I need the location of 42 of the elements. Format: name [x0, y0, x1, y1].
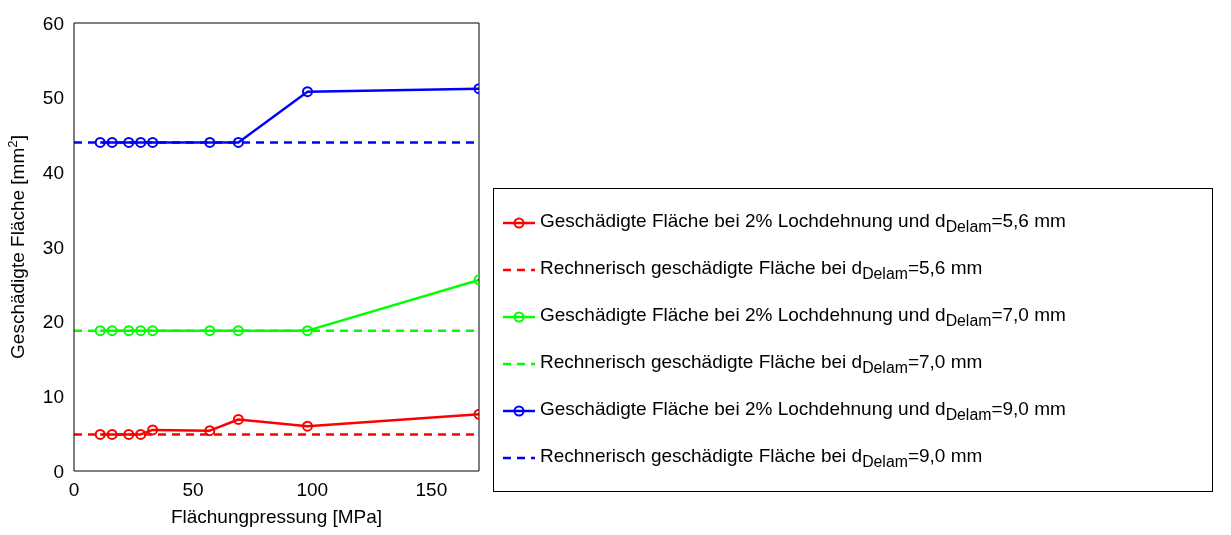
- point: [232, 136, 244, 148]
- point: [94, 325, 106, 337]
- point: [147, 325, 159, 337]
- point: [94, 428, 106, 440]
- y-tick-label: 60: [42, 12, 64, 34]
- legend-label: Rechnerisch geschädigte Fläche bei d$_{Delam}$=9,0 mm: [540, 444, 983, 471]
- point: [301, 420, 313, 432]
- point: [135, 136, 147, 148]
- point: [135, 325, 147, 337]
- point: [147, 424, 159, 436]
- x-tick-label: 150: [415, 479, 448, 501]
- x-axis-title: Flächungpressung [MPa]: [170, 506, 383, 527]
- y-tick-label: 20: [42, 311, 64, 333]
- point: [204, 325, 216, 337]
- point: [106, 325, 118, 337]
- y-tick-label: 0: [53, 460, 64, 482]
- point: [123, 136, 135, 148]
- x-tick-label: 100: [296, 479, 329, 501]
- point: [232, 413, 244, 425]
- point: [106, 428, 118, 440]
- point: [123, 428, 135, 440]
- legend-label: Rechnerisch geschädigte Fläche bei d$_{Delam}$=7,0 mm: [540, 350, 983, 377]
- y-tick-label: 30: [42, 236, 64, 258]
- legend-label: Geschädigte Fläche bei 2% Lochdehnung und d$_{Delam}$=9,0 mm: [540, 397, 1066, 424]
- point: [94, 136, 106, 148]
- point: [232, 325, 244, 337]
- point: [301, 325, 313, 337]
- legend-label: Geschädigte Fläche bei 2% Lochdehnung und d$_{Delam}$=5,6 mm: [540, 209, 1066, 236]
- legend-label: Rechnerisch geschädigte Fläche bei d$_{Delam}$=5,6 mm: [540, 256, 983, 283]
- point: [123, 325, 135, 337]
- x-tick-label: 0: [68, 479, 80, 501]
- legend-label: Geschädigte Fläche bei 2% Lochdehnung und d$_{Delam}$=7,0 mm: [540, 303, 1066, 330]
- y-tick-label: 50: [42, 87, 64, 109]
- y-tick-label: 40: [42, 162, 64, 184]
- point: [147, 136, 159, 148]
- point: [301, 86, 313, 98]
- y-tick-label: 10: [42, 386, 64, 408]
- point: [204, 425, 216, 437]
- point: [204, 136, 216, 148]
- x-tick-label: 50: [182, 479, 204, 501]
- point: [135, 428, 147, 440]
- point: [106, 136, 118, 148]
